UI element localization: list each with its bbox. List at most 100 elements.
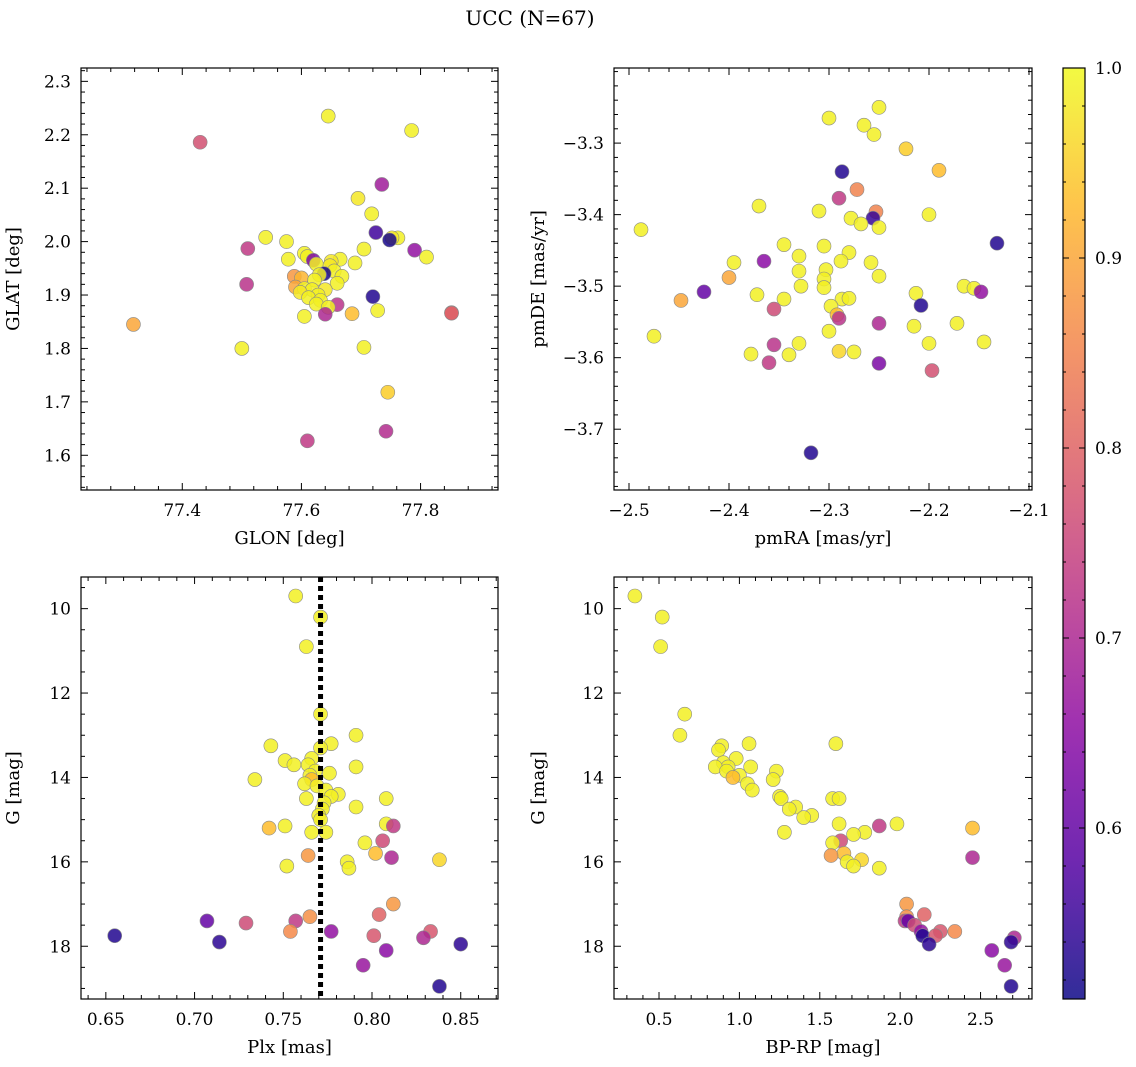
data-point xyxy=(776,237,792,252)
data-point xyxy=(871,268,887,284)
data-point xyxy=(781,347,797,363)
data-point xyxy=(288,588,304,604)
data-point xyxy=(673,293,689,308)
axes-frame xyxy=(80,67,499,491)
y-tick-label: −3.5 xyxy=(563,277,604,297)
data-point xyxy=(357,835,373,851)
data-point xyxy=(653,639,668,654)
data-point xyxy=(916,907,932,922)
data-point xyxy=(765,772,781,787)
data-point xyxy=(261,820,277,836)
data-point xyxy=(796,810,812,825)
y-tick-label: 10 xyxy=(582,600,604,620)
x-axis-label: pmRA [mas/yr] xyxy=(755,528,892,549)
data-point xyxy=(856,117,872,133)
y-tick-label: −3.6 xyxy=(563,349,604,369)
data-point xyxy=(871,100,887,115)
data-point xyxy=(744,782,760,798)
data-point xyxy=(126,317,141,332)
data-point xyxy=(317,306,333,322)
data-point xyxy=(320,108,336,124)
data-point xyxy=(921,207,937,222)
data-point xyxy=(407,242,422,258)
x-tick-label: −2.1 xyxy=(1008,501,1049,521)
x-tick-label: 2.5 xyxy=(967,1010,994,1030)
y-tick-label: 12 xyxy=(49,684,71,704)
x-tick-label: −2.2 xyxy=(908,501,949,521)
data-point xyxy=(793,278,809,294)
x-axis-label: Plx [mas] xyxy=(247,1037,332,1058)
data-point xyxy=(921,336,937,351)
data-point xyxy=(107,928,123,944)
y-tick-label: 1.9 xyxy=(44,286,71,306)
data-point xyxy=(751,198,767,214)
data-point xyxy=(773,791,789,806)
y-axis-label: pmDE [mas/yr] xyxy=(528,210,549,348)
data-point xyxy=(749,287,765,303)
data-point xyxy=(366,928,382,944)
data-point xyxy=(432,979,447,994)
data-point xyxy=(404,123,419,138)
data-point xyxy=(726,255,742,270)
data-point xyxy=(322,765,337,781)
data-point xyxy=(277,818,293,834)
data-point xyxy=(348,759,364,775)
data-point xyxy=(831,190,847,206)
data-point xyxy=(279,234,294,249)
y-tick-label: 2.1 xyxy=(44,179,71,199)
y-tick-label: 18 xyxy=(582,937,604,957)
x-tick-label: 0.65 xyxy=(87,1010,125,1030)
data-point xyxy=(371,907,387,922)
x-tick-label: 1.5 xyxy=(806,1010,833,1030)
y-tick-label: −3.3 xyxy=(563,134,604,154)
colorbar-tick-label: 0.8 xyxy=(1095,439,1122,459)
data-point xyxy=(341,860,357,876)
colorbar: 0.6 0.7 0.8 0.9 1.0 xyxy=(1062,59,1122,1000)
y-tick-label: 2.3 xyxy=(44,72,71,92)
data-point xyxy=(921,936,937,952)
data-point xyxy=(212,934,227,950)
data-point xyxy=(365,289,381,304)
y-axis-label: GLAT [deg] xyxy=(3,227,24,331)
data-point xyxy=(283,924,298,939)
data-point xyxy=(828,736,844,751)
data-point xyxy=(831,343,847,359)
data-point xyxy=(947,924,963,939)
data-point xyxy=(949,316,965,331)
y-tick-label: 14 xyxy=(582,768,604,788)
data-point xyxy=(1003,934,1019,950)
data-point xyxy=(234,341,250,356)
data-point xyxy=(831,311,847,326)
data-point xyxy=(240,241,256,256)
y-tick-label: 10 xyxy=(49,600,71,620)
data-point xyxy=(1003,979,1019,994)
data-point xyxy=(633,222,649,237)
data-point xyxy=(627,588,643,604)
x-tick-label: 0.70 xyxy=(176,1010,214,1030)
data-point xyxy=(370,303,385,318)
data-point xyxy=(871,356,887,371)
panel-top-right: −2.5 −2.4 −2.3 −2.2 −2.1 −3.3 −3.4 −3.5 −3.6 −3.7… xyxy=(528,67,1050,549)
data-point xyxy=(258,230,273,245)
data-point xyxy=(997,957,1012,973)
data-point xyxy=(821,323,837,339)
data-point xyxy=(263,738,279,754)
data-point xyxy=(846,827,861,842)
data-point xyxy=(781,801,797,817)
data-point xyxy=(297,309,312,324)
data-point xyxy=(329,275,345,291)
colorbar-tick-label: 0.9 xyxy=(1095,249,1122,269)
data-point xyxy=(924,363,940,378)
data-point xyxy=(743,759,758,775)
data-point xyxy=(281,251,296,267)
data-point xyxy=(374,177,390,192)
data-point xyxy=(444,305,459,321)
data-point xyxy=(841,291,857,306)
data-point xyxy=(347,255,363,271)
data-point xyxy=(355,957,371,973)
x-tick-label: 0.85 xyxy=(442,1010,480,1030)
data-point xyxy=(378,423,394,439)
data-point xyxy=(192,134,208,150)
x-tick-label: −2.3 xyxy=(808,501,849,521)
